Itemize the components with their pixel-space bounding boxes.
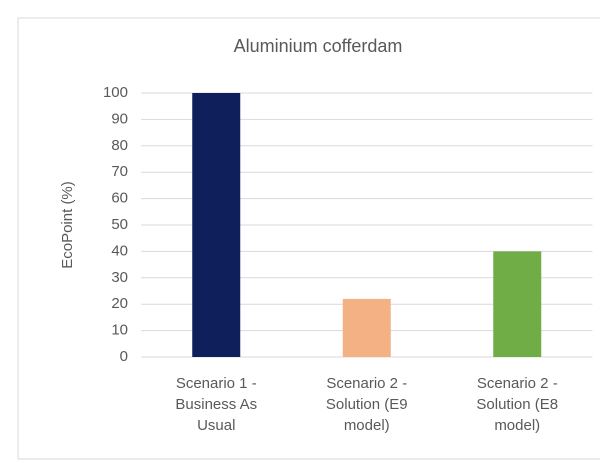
y-tick-label: 100 [103,84,128,101]
y-tick-label: 40 [111,242,128,259]
y-tick-label: 0 [120,348,128,365]
x-tick-label: Scenario 2 - Solution (E9 model) [325,375,408,434]
chart-title: Aluminium cofferdam [234,36,403,56]
x-tick-label: Scenario 2 - Solution (E8 model) [476,375,559,434]
y-tick-label: 90 [111,110,128,127]
y-tick-label: 70 [111,163,128,180]
y-tick-label: 80 [111,137,128,154]
x-tick-label: Scenario 1 - Business As Usual [175,375,258,434]
y-tick-label: 10 [111,322,128,339]
bar [192,93,241,357]
y-tick-label: 20 [111,295,128,312]
chart-border [17,17,600,460]
y-tick-label: 30 [111,269,128,286]
y-tick-label: 50 [111,216,128,233]
y-axis-label: EcoPoint (%) [59,181,76,269]
y-tick-label: 60 [111,190,128,207]
bar [342,298,391,357]
bar [493,251,542,357]
